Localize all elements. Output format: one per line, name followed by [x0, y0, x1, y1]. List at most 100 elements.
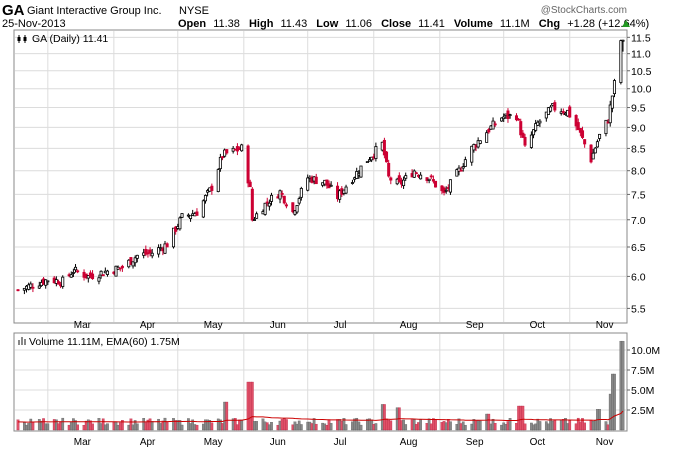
volume-y-axis: 2.5M 5.0M 7.5M 10.0M — [627, 345, 660, 417]
company-name: Giant Interactive Group Inc. — [27, 5, 162, 17]
volume-bar — [135, 423, 139, 431]
volume-bar — [106, 423, 109, 431]
candle-body — [608, 104, 612, 124]
candle-body — [159, 247, 163, 250]
volume-bar — [389, 420, 393, 431]
volume-bar — [344, 424, 348, 431]
candle-body — [144, 249, 148, 255]
candle-body — [521, 132, 525, 138]
volume-x-tick-label: Nov — [596, 437, 614, 448]
copyright-label[interactable]: @StockCharts.com — [541, 5, 627, 16]
candle-body — [389, 177, 393, 181]
volume-bar — [270, 422, 273, 431]
candle-body — [210, 185, 214, 191]
candle-body — [434, 180, 438, 188]
candle-body — [101, 274, 105, 277]
volume-bar — [46, 423, 50, 431]
volume-bar — [233, 418, 237, 431]
candle-body — [284, 204, 288, 207]
open-label: Open — [178, 18, 206, 30]
candle-body — [529, 134, 533, 148]
candle-body — [500, 117, 504, 122]
candle-body — [536, 121, 540, 126]
candle-body — [114, 265, 118, 277]
candle-body — [593, 147, 597, 154]
volume-bar — [621, 340, 625, 431]
price-x-tick-label: Jul — [334, 320, 347, 331]
candle-body — [120, 265, 124, 269]
volume-bar — [299, 424, 303, 431]
price-x-axis: Mar Apr May Jun Jul Aug Sep Oct Nov — [74, 320, 614, 331]
candle-body — [574, 115, 578, 127]
candle-body — [297, 198, 301, 204]
price-y-tick-label: 10.0 — [631, 84, 652, 96]
candle-body — [314, 176, 318, 185]
candle-body — [171, 227, 176, 248]
volume-bar — [129, 418, 133, 431]
volume-bar — [225, 401, 229, 431]
volume-grid — [15, 334, 626, 430]
candle-body — [278, 190, 282, 200]
candle-body — [131, 261, 135, 267]
volume-bar — [383, 404, 386, 431]
candle-body — [178, 217, 182, 230]
candle-body — [517, 118, 521, 121]
candle-body — [163, 243, 167, 254]
price-candles — [16, 39, 625, 295]
candle-body — [240, 144, 244, 152]
candle-body — [534, 123, 538, 131]
price-x-tick-label: Aug — [400, 320, 418, 331]
candle-body — [148, 249, 152, 254]
price-y-tick-label: 11.0 — [631, 49, 651, 61]
candle-body — [604, 119, 608, 135]
volume-bar — [180, 424, 184, 431]
candle-body — [402, 179, 406, 187]
candle-body — [591, 152, 595, 160]
volume-bar — [121, 420, 124, 431]
price-y-tick-label: 5.5 — [631, 303, 646, 315]
volume-bar — [250, 381, 254, 431]
volume-legend-icon — [18, 337, 26, 345]
volume-bar — [195, 424, 199, 431]
volume-bar — [583, 422, 586, 431]
candle-body — [291, 202, 295, 213]
candle-body — [97, 277, 101, 282]
candle-body — [478, 140, 482, 144]
volume-bar — [359, 424, 363, 431]
ticker-symbol: GA — [2, 2, 25, 19]
legend-vol-bar-3 — [24, 339, 26, 345]
price-y-tick-label: 9.0 — [631, 122, 646, 134]
candle-body — [538, 120, 542, 124]
candle-body — [225, 149, 229, 154]
candle-body — [429, 175, 433, 178]
chg-label: Chg — [539, 18, 560, 30]
legend-body-2 — [23, 37, 27, 41]
volume-value: 11.1M — [500, 18, 530, 30]
price-y-tick-label: 6.0 — [631, 271, 646, 283]
candle-body — [165, 243, 169, 248]
volume-x-tick-label: Jul — [334, 437, 347, 448]
ema-line — [17, 410, 624, 423]
candle-body — [295, 205, 299, 213]
candle-body — [610, 95, 614, 109]
candle-body — [282, 195, 286, 204]
price-x-tick-label: Jun — [270, 320, 286, 331]
candle-body — [544, 111, 548, 119]
volume-x-tick-label: Aug — [400, 437, 418, 448]
low-label: Low — [316, 18, 338, 30]
candle-body — [365, 161, 369, 163]
candle-body — [99, 270, 103, 276]
candle-body — [150, 252, 154, 257]
candle-body — [189, 215, 193, 219]
candle-body — [31, 286, 35, 289]
price-x-tick-label: Sep — [466, 320, 484, 331]
candle-body — [455, 169, 459, 177]
candle-body — [463, 159, 467, 167]
volume-label: Volume — [454, 18, 493, 30]
candle-body — [419, 174, 423, 180]
volume-bar — [464, 424, 467, 431]
volume-bar — [523, 423, 527, 431]
candle-body — [561, 111, 565, 114]
volume-bar — [165, 421, 169, 431]
